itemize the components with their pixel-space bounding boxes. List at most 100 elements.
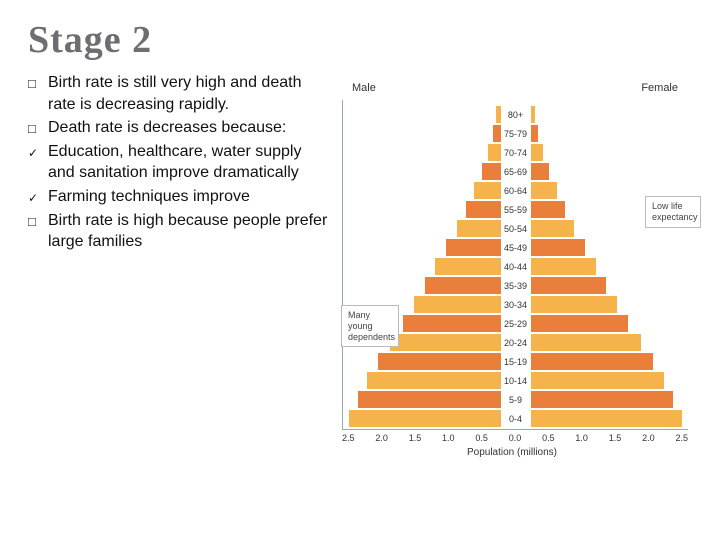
x-tick: 2.0 bbox=[642, 433, 655, 443]
female-bar bbox=[531, 201, 565, 218]
age-group-label: 20-24 bbox=[501, 338, 531, 348]
x-tick: 1.5 bbox=[609, 433, 622, 443]
male-bar bbox=[349, 410, 501, 427]
pyramid-bar-row: 55-59 bbox=[343, 201, 688, 218]
bullet-marker: ✓ bbox=[28, 186, 48, 208]
pyramid-bar-row: 50-54 bbox=[343, 220, 688, 237]
bullet-item: □ Death rate is decreases because: bbox=[28, 117, 328, 139]
bullet-item: ✓ Farming techniques improve bbox=[28, 186, 328, 208]
female-label: Female bbox=[641, 82, 678, 94]
bullet-item: □Birth rate is high because people prefe… bbox=[28, 210, 328, 253]
female-bar bbox=[531, 296, 618, 313]
female-bar bbox=[531, 239, 586, 256]
age-group-label: 25-29 bbox=[501, 319, 531, 329]
chart-annotation: Many youngdependents bbox=[341, 305, 399, 347]
bullet-text: Education, healthcare, water supply and … bbox=[48, 141, 328, 184]
age-group-label: 55-59 bbox=[501, 205, 531, 215]
male-label: Male bbox=[352, 82, 376, 94]
bullet-text: Birth rate is still very high and death … bbox=[48, 72, 328, 115]
male-bar bbox=[488, 144, 500, 161]
male-bar bbox=[466, 201, 500, 218]
female-bar bbox=[531, 277, 607, 294]
age-group-label: 65-69 bbox=[501, 167, 531, 177]
female-bar bbox=[531, 353, 654, 370]
pyramid-bar-row: 75-79 bbox=[343, 125, 688, 142]
female-bar bbox=[531, 391, 674, 408]
male-bar bbox=[403, 315, 501, 332]
male-bar bbox=[414, 296, 501, 313]
pyramid-bar-row: 40-44 bbox=[343, 258, 688, 275]
pyramid-bar-row: 70-74 bbox=[343, 144, 688, 161]
x-tick: 1.0 bbox=[575, 433, 588, 443]
age-group-label: 70-74 bbox=[501, 148, 531, 158]
x-tick: 2.5 bbox=[342, 433, 355, 443]
female-bar bbox=[531, 220, 574, 237]
male-bar bbox=[390, 334, 500, 351]
female-bar bbox=[531, 410, 683, 427]
bullet-marker: □ bbox=[28, 210, 48, 253]
pyramid-bar-row: 10-14 bbox=[343, 372, 688, 389]
x-axis-ticks: 2.5 2.0 1.5 1.0 0.5 0.0 0.5 1.0 1.5 2.0 2.5 bbox=[342, 430, 688, 443]
female-bar bbox=[531, 125, 538, 142]
bullet-item: □Birth rate is still very high and death… bbox=[28, 72, 328, 115]
x-tick: 0.0 bbox=[509, 433, 522, 443]
female-bar bbox=[531, 163, 550, 180]
age-group-label: 30-34 bbox=[501, 300, 531, 310]
bullet-marker: □ bbox=[28, 72, 48, 115]
pyramid-bar-row: 15-19 bbox=[343, 353, 688, 370]
age-group-label: 15-19 bbox=[501, 357, 531, 367]
female-bar bbox=[531, 372, 664, 389]
pyramid-bar-row: 0-4 bbox=[343, 410, 688, 427]
bullet-item: ✓ Education, healthcare, water supply an… bbox=[28, 141, 328, 184]
pyramid-bar-row: 45-49 bbox=[343, 239, 688, 256]
pyramid-bar-row: 60-64 bbox=[343, 182, 688, 199]
bullet-marker: ✓ bbox=[28, 141, 48, 184]
female-bar bbox=[531, 182, 557, 199]
age-group-label: 50-54 bbox=[501, 224, 531, 234]
x-tick: 1.0 bbox=[442, 433, 455, 443]
bullet-text: Death rate is decreases because: bbox=[48, 117, 328, 139]
age-group-label: 35-39 bbox=[501, 281, 531, 291]
pyramid-plot-area: 80+ 75-79 70-74 65-69 60-64 55-59 50-54 45-49 40… bbox=[342, 100, 688, 430]
age-group-label: 0-4 bbox=[501, 414, 531, 424]
age-group-label: 75-79 bbox=[501, 129, 531, 139]
population-pyramid-chart: Male Female 80+ 75-79 70-74 65-69 60-64 55-59… bbox=[328, 72, 696, 458]
age-group-label: 40-44 bbox=[501, 262, 531, 272]
female-bar bbox=[531, 144, 543, 161]
female-bar bbox=[531, 106, 535, 123]
x-axis-label: Population (millions) bbox=[328, 447, 696, 458]
bullet-text: Birth rate is high because people prefer… bbox=[48, 210, 328, 253]
age-group-label: 10-14 bbox=[501, 376, 531, 386]
x-tick: 0.5 bbox=[475, 433, 488, 443]
female-bar bbox=[531, 315, 629, 332]
male-bar bbox=[425, 277, 501, 294]
male-bar bbox=[474, 182, 500, 199]
bullet-marker: □ bbox=[28, 117, 48, 139]
pyramid-bar-row: 5-9 bbox=[343, 391, 688, 408]
female-bar bbox=[531, 334, 641, 351]
age-group-label: 80+ bbox=[501, 110, 531, 120]
male-bar bbox=[435, 258, 500, 275]
content-row: □Birth rate is still very high and death… bbox=[0, 72, 720, 458]
x-tick: 2.0 bbox=[375, 433, 388, 443]
male-bar bbox=[446, 239, 501, 256]
age-group-label: 60-64 bbox=[501, 186, 531, 196]
male-bar bbox=[378, 353, 501, 370]
male-bar bbox=[457, 220, 500, 237]
chart-annotation: Low lifeexpectancy bbox=[645, 196, 701, 228]
page-title: Stage 2 bbox=[0, 0, 720, 72]
age-group-label: 45-49 bbox=[501, 243, 531, 253]
bullet-list: □Birth rate is still very high and death… bbox=[28, 72, 328, 458]
male-bar bbox=[482, 163, 501, 180]
x-tick: 0.5 bbox=[542, 433, 555, 443]
male-bar bbox=[367, 372, 500, 389]
x-tick: 1.5 bbox=[409, 433, 422, 443]
gender-labels: Male Female bbox=[328, 82, 696, 100]
male-bar bbox=[493, 125, 500, 142]
age-group-label: 5-9 bbox=[501, 395, 531, 405]
bullet-text: Farming techniques improve bbox=[48, 186, 328, 208]
x-tick: 2.5 bbox=[675, 433, 688, 443]
male-bar bbox=[358, 391, 501, 408]
female-bar bbox=[531, 258, 596, 275]
pyramid-bar-row: 35-39 bbox=[343, 277, 688, 294]
